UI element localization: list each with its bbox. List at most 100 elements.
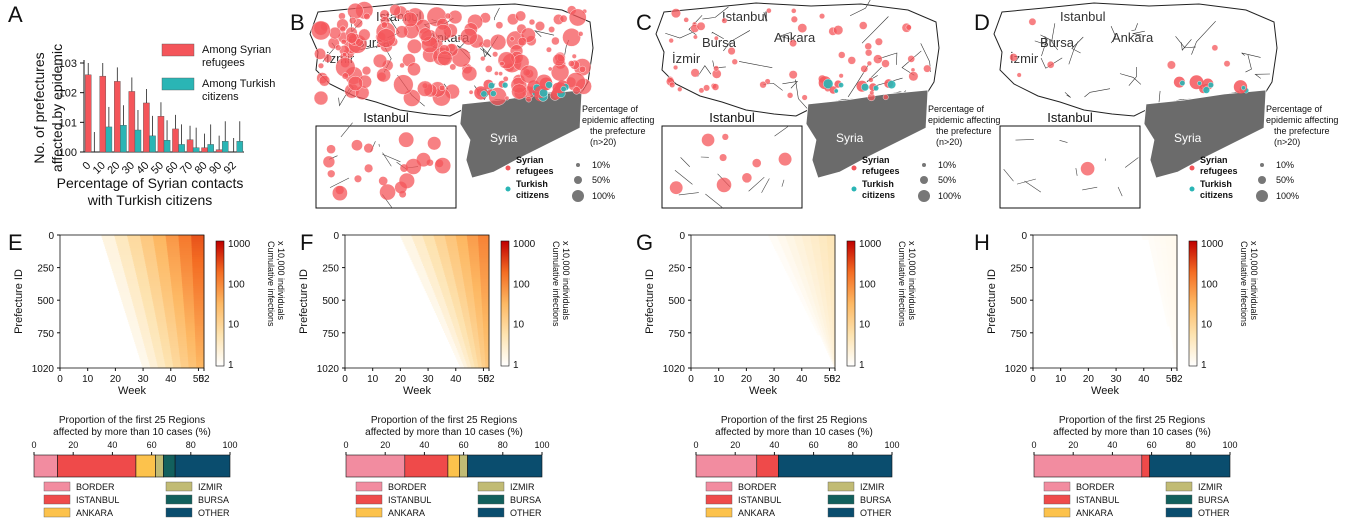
heat-cell [806,254,815,258]
heat-cell [1165,301,1169,305]
heat-cell [481,297,490,300]
heat-cell [832,354,834,358]
heat-cell [180,365,190,369]
heat-cell [820,308,825,311]
heat-cell [168,332,178,336]
heat-cell [480,288,490,291]
heat-cell [1172,341,1174,345]
syrian-bubble [380,21,388,29]
province-border [1110,26,1117,44]
heat-cell [443,294,452,298]
heat-cell [477,323,484,327]
heat-cell [473,336,480,340]
heat-cell [471,365,476,369]
heat-cell [1162,257,1168,260]
heat-cell [165,317,176,320]
heat-cell [769,237,779,240]
heat-cell [825,319,830,322]
legend-swatch-izmir [1165,481,1193,492]
x-tick-label: 10 [1055,374,1067,385]
heat-cell [1168,305,1173,309]
heat-cell [127,237,141,240]
syria-region [1143,89,1267,179]
heat-cell [153,237,167,240]
x-tick-label: 30 [1111,374,1123,385]
heat-cell [1170,317,1173,320]
heat-cell [468,248,480,252]
heat-cell [831,314,836,318]
colorbar-tick-label: 100 [1201,279,1218,290]
heat-cell [441,323,448,327]
heat-cell [817,310,822,314]
heat-cell [440,285,449,289]
y-tick-label: 101 [59,117,77,129]
x-tick-label: 40 [1107,440,1117,450]
heat-cell [1174,345,1176,349]
syrian-bubble [869,90,875,96]
heat-cell [448,310,456,314]
heat-cell [160,285,173,289]
heat-cell [833,359,835,362]
heat-cell [144,308,155,311]
heat-cell [442,312,450,316]
heat-cell [132,257,145,260]
heat-cell [805,248,814,252]
heat-cell [179,248,193,252]
heat-cell [421,259,432,263]
inset-border [1024,180,1042,193]
heat-cell [466,235,479,238]
heat-cell [1172,321,1176,325]
heat-cell [462,352,468,356]
heat-cell [795,261,803,265]
heat-cell [790,279,797,283]
heat-cell [179,354,189,358]
heat-cell [123,268,136,271]
legend-title: the prefecture [590,126,646,136]
heat-cell [1175,354,1177,358]
size-legend-10 [1260,163,1264,167]
heat-cell [457,243,469,247]
heat-cell [477,330,484,334]
heat-cell [460,263,471,267]
heat-cell [831,312,836,316]
province-border [1128,67,1137,86]
heat-cell [782,248,791,252]
heat-cell [162,299,174,302]
legend-syrian: refugees [516,166,554,176]
heat-cell [472,285,482,289]
heat-cell [1173,323,1176,327]
heat-cell [828,332,832,336]
heat-cell [401,237,413,240]
heat-cell [145,261,158,265]
heat-cell [193,301,205,305]
heat-cell [832,359,834,362]
heat-cell [422,235,435,238]
syrian-bubble [311,20,331,41]
heat-cell [479,261,490,265]
heat-cell [484,352,490,356]
heat-cell [826,323,830,327]
heat-cell [474,299,483,302]
heat-cell [131,254,145,258]
syrian-bar [201,147,208,153]
heat-cell [422,261,433,265]
heat-cell [1167,317,1171,320]
heat-cell [116,243,130,247]
heat-cell [807,294,813,298]
heat-cell [1154,268,1160,271]
heat-cell [1174,339,1177,342]
inset-border [1059,140,1068,143]
heat-cell [476,356,482,360]
heat-cell [175,321,186,325]
heat-cell [1154,241,1161,245]
heat-cell [131,330,141,334]
heat-cell [163,303,175,307]
heat-cell [471,274,481,278]
heat-cell [820,252,829,256]
heat-cell [1157,281,1163,285]
heat-cell [458,339,464,342]
x-tick-label: 52 [483,374,495,385]
heat-cell [821,325,825,329]
heat-cell [828,263,836,267]
province-border [778,32,792,40]
